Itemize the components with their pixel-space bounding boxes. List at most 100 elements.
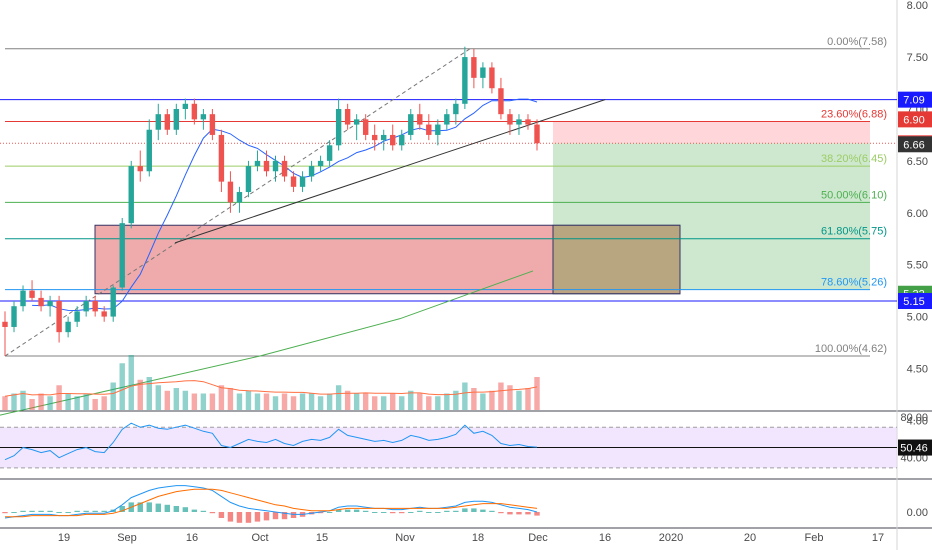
volume-bar [164, 390, 171, 410]
candle-body [507, 114, 513, 125]
candle-body [11, 306, 17, 327]
volume-bar [299, 393, 306, 410]
macd-histogram-bar [480, 509, 486, 512]
volume-bar [218, 385, 225, 410]
macd-histogram-bar [471, 508, 477, 512]
price-tag [898, 91, 932, 108]
candle-body [191, 103, 198, 120]
volume-bar [56, 385, 62, 410]
candle-body [480, 67, 486, 78]
candle-body [426, 124, 432, 135]
volume-bar [507, 385, 513, 410]
price-tag-label: 6.90 [903, 114, 924, 126]
candle-body [128, 166, 134, 224]
candle-body [164, 114, 171, 130]
volume-bar [381, 396, 387, 410]
price-tag-label: 5.15 [903, 296, 924, 308]
candle-body [290, 176, 297, 187]
macd-histogram-bar [534, 512, 540, 516]
volume-bar [101, 396, 107, 410]
candle-body [218, 134, 225, 182]
price-tag-label: 6.66 [903, 139, 924, 151]
macd-histogram-bar [390, 512, 396, 514]
candle-body [47, 301, 53, 307]
macd-histogram-bar [65, 512, 71, 513]
macd-histogram-bar [155, 503, 161, 512]
macd-histogram-bar [173, 506, 180, 512]
candle-body [56, 301, 62, 333]
time-tick-label: Oct [251, 532, 268, 544]
macd-line [4, 485, 538, 519]
rsi-value-tag [898, 439, 932, 456]
macd-histogram-bar [92, 510, 98, 512]
candle-body [227, 181, 234, 203]
volume-bar [128, 355, 134, 410]
macd-histogram-bar [290, 512, 297, 518]
candle-body [155, 114, 161, 130]
candle-body [326, 145, 333, 161]
volume-bar [182, 390, 189, 410]
candle-body [489, 67, 495, 89]
volume-bar [74, 396, 80, 410]
time-tick-label: 20 [744, 532, 756, 544]
candle-body [119, 223, 125, 288]
volume-bar [254, 393, 261, 410]
volume-bar [371, 396, 378, 410]
macd-tick-label: 0.00 [907, 507, 928, 519]
candle-body [353, 119, 360, 125]
volume-bar [471, 388, 477, 410]
macd-histogram-bar [38, 510, 44, 512]
candle-body [263, 160, 270, 172]
volume-bar [525, 388, 531, 410]
macd-histogram-bar [417, 510, 423, 512]
candle-body [110, 287, 116, 317]
candle-body [399, 134, 405, 146]
candle-body [236, 192, 243, 203]
volume-bar [173, 388, 180, 410]
macd-histogram-bar [29, 510, 35, 512]
candle-body [65, 321, 71, 333]
rsi-value-label: 50.46 [900, 443, 928, 455]
macd-histogram-bar [146, 502, 152, 512]
macd-histogram-bar [335, 509, 342, 512]
candle-body [435, 124, 441, 135]
candle-body [371, 134, 378, 141]
macd-histogram-bar [344, 509, 351, 512]
volume-bar [227, 388, 234, 410]
time-tick-label: Nov [395, 532, 415, 544]
volume-bar [399, 396, 405, 410]
volume-bar [200, 393, 207, 410]
macd-signal-line [5, 488, 538, 518]
trend-line [174, 99, 606, 244]
candle-body [525, 119, 531, 125]
macd-histogram-bar [317, 512, 324, 514]
volume-bar [435, 396, 441, 410]
macd-histogram-bar [408, 512, 414, 513]
time-tick-label: 2020 [659, 532, 683, 544]
time-tick-label: Sep [117, 532, 137, 544]
candle-body [444, 114, 450, 125]
volume-bar [47, 396, 53, 410]
volume-bar [209, 393, 216, 410]
macd-histogram-bar [119, 506, 125, 512]
candle-body [390, 134, 396, 146]
time-tick-label: 17 [872, 532, 884, 544]
time-tick-label: 19 [58, 532, 70, 544]
candle-body [471, 57, 477, 78]
price-tick-label: 5.00 [907, 312, 928, 324]
fib-level-label: 38.20%(6.45) [821, 153, 887, 165]
candle-body [209, 114, 216, 135]
fib-trend-line [4, 48, 471, 357]
rsi-tick-label: 80.00 [900, 412, 928, 424]
macd-histogram-bar [507, 512, 513, 515]
time-tick-label: Feb [805, 532, 824, 544]
macd-histogram-bar [426, 512, 432, 513]
macd-histogram-bar [263, 512, 270, 521]
time-tick-label: 15 [316, 532, 328, 544]
volume-bar [390, 393, 396, 410]
macd-histogram-bar [209, 512, 216, 514]
macd-histogram-bar [498, 512, 504, 514]
volume-bar [408, 390, 414, 410]
